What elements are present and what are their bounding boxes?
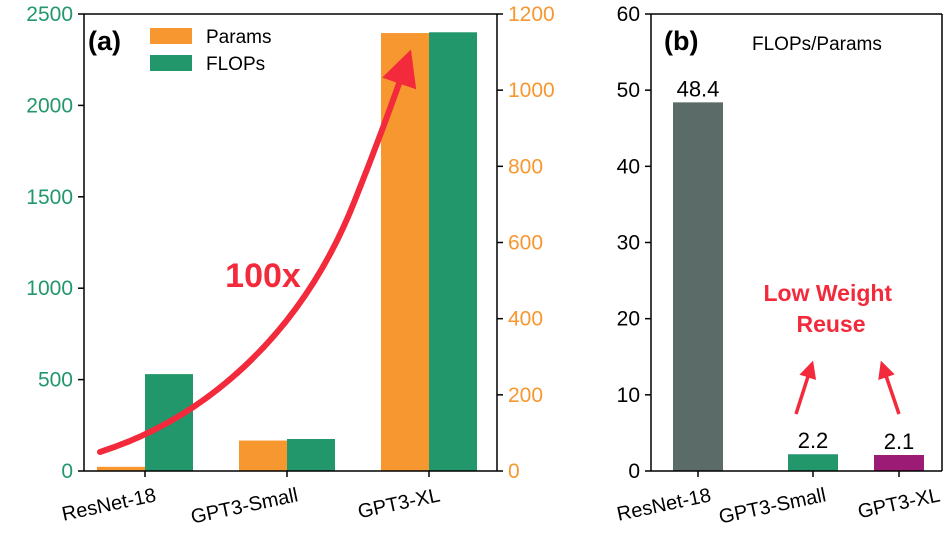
legend-label-params: Params (206, 27, 271, 48)
low-reuse-line-2: Reuse (796, 311, 865, 337)
bar-ratio-2 (874, 455, 924, 471)
right-axis-ticks: 0 200 400 600 800 1000 1200 (497, 3, 555, 483)
left-tick-label: 2500 (26, 3, 73, 26)
b-tick-label: 40 (617, 155, 640, 178)
left-tick-label: 0 (61, 460, 73, 483)
x-tick-label: GPT3-Small (189, 484, 300, 528)
low-reuse-line-1: Low Weight (763, 280, 892, 306)
bar-value-label: 48.4 (677, 76, 720, 101)
right-tick-label: 0 (508, 460, 520, 483)
left-tick-label: 500 (38, 369, 73, 392)
legend: Params FLOPs (150, 27, 271, 75)
low-reuse-annotation: Low Weight Reuse (763, 280, 898, 337)
b-tick-label: 10 (617, 384, 640, 407)
right-tick-label: 200 (508, 384, 543, 407)
b-tick-label: 30 (617, 232, 640, 255)
bar-ratio-0 (673, 102, 723, 471)
bar-flops-2 (429, 32, 477, 471)
b-tick-label: 0 (628, 460, 640, 483)
bar-ratio-1 (788, 454, 838, 471)
legend-label-flops: FLOPs (206, 54, 265, 75)
bar-params-2 (381, 33, 429, 472)
legend-swatch-flops (150, 55, 192, 71)
panel-b-value-labels: 48.4 2.2 2.1 (677, 76, 915, 454)
right-tick-label: 400 (508, 308, 543, 331)
b-x-tick-label: GPT3-Small (717, 484, 828, 528)
left-tick-label: 2000 (26, 94, 73, 117)
right-tick-label: 1200 (508, 3, 555, 26)
low-reuse-arrow-small (794, 360, 817, 415)
b-y-axis-ticks: 0 10 20 30 40 50 60 (617, 3, 651, 483)
panel-a-bars (97, 32, 477, 472)
b-x-tick-label: ResNet-18 (615, 484, 713, 525)
x-tick-label: GPT3-XL (356, 484, 442, 523)
bar-params-0 (97, 466, 145, 471)
legend-swatch-params (150, 28, 192, 44)
panel-a-chart: 100x 0 500 1000 1500 2000 2500 0 200 400 600 800 1… (26, 3, 554, 529)
b-tick-label: 20 (617, 308, 640, 331)
x-tick-label: ResNet-18 (60, 484, 158, 525)
bar-value-label: 2.2 (798, 428, 829, 453)
panel-b-label: (b) (664, 26, 698, 56)
panel-b-bars (673, 102, 924, 471)
left-tick-label: 1500 (26, 186, 73, 209)
b-x-axis-labels: ResNet-18 GPT3-Small GPT3-XL (615, 471, 942, 529)
panel-b-title: FLOPs/Params (752, 34, 882, 55)
bar-value-label: 2.1 (884, 429, 915, 454)
b-tick-label: 60 (617, 3, 640, 26)
b-tick-label: 50 (617, 79, 640, 102)
left-tick-label: 1000 (26, 277, 73, 300)
x-axis-labels: ResNet-18 GPT3-Small GPT3-XL (60, 471, 442, 529)
panel-b-chart: 48.4 2.2 2.1 0 10 20 30 40 50 60 ResNet-18 GPT3-S… (615, 3, 943, 529)
right-tick-label: 600 (508, 232, 543, 255)
growth-annotation: 100x (225, 257, 301, 295)
b-x-tick-label: GPT3-XL (856, 484, 942, 523)
bar-flops-1 (287, 439, 335, 471)
low-reuse-arrow-xl (878, 360, 901, 415)
right-tick-label: 800 (508, 155, 543, 178)
growth-arrow (97, 49, 417, 455)
bar-params-1 (239, 440, 287, 471)
right-tick-label: 1000 (508, 79, 555, 102)
left-axis-ticks: 0 500 1000 1500 2000 2500 (26, 3, 84, 483)
panel-a-label: (a) (88, 26, 121, 56)
